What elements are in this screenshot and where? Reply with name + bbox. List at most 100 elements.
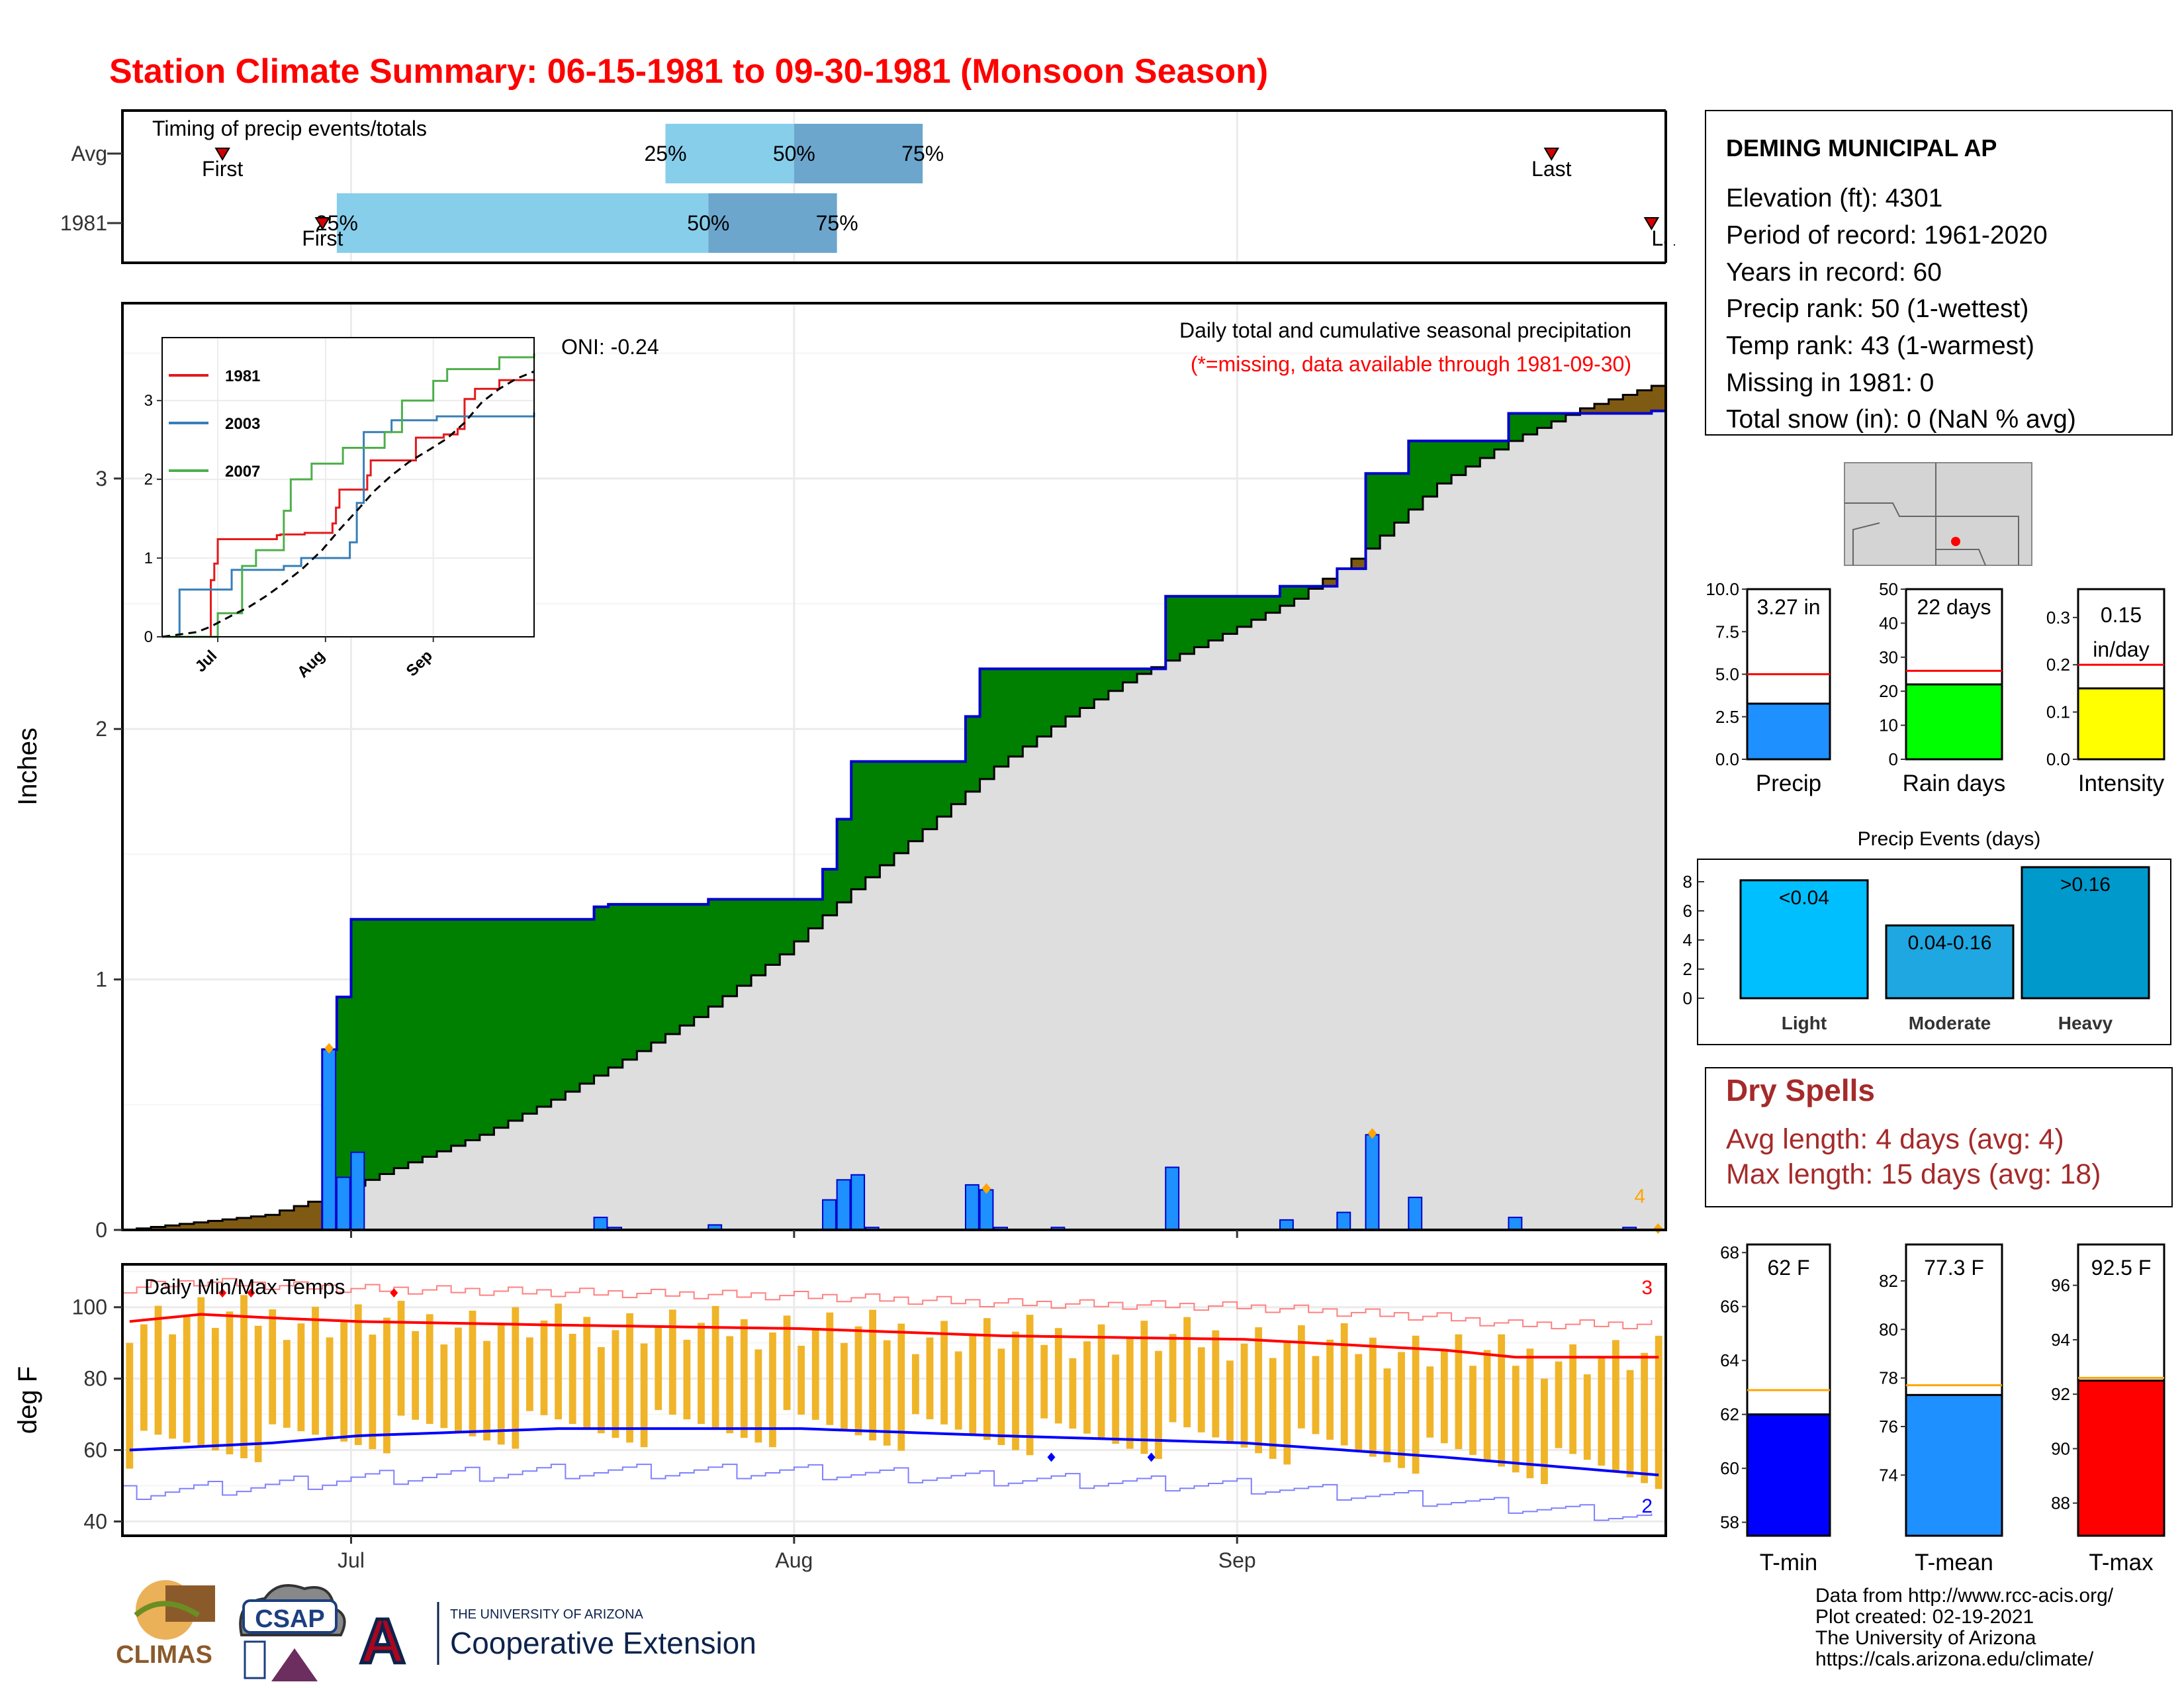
daily-temp-range-bar-106 <box>1641 1352 1649 1483</box>
events-range-label-1: 0.04-0.16 <box>1908 932 1992 954</box>
daily-temp-range-bar-58 <box>954 1351 962 1430</box>
timing-first-marker-icon-0 <box>214 148 230 161</box>
timing-q50-label-0: 50% <box>773 142 815 165</box>
dry-spells-box: Dry Spells Avg length: 4 days (avg: 4) M… <box>1705 1067 2173 1207</box>
precip-ytick-label-3: 3 <box>95 467 107 491</box>
summary-ytick-label-0-0: 0.0 <box>1715 749 1739 769</box>
timing-last-marker-icon-1 <box>1643 217 1660 230</box>
daily-temp-range-bar-23 <box>455 1327 462 1432</box>
temp-summary-ytick-label-2-1: 90 <box>2051 1438 2070 1458</box>
inset-background <box>162 338 534 637</box>
precip-panel-frame <box>121 302 1667 1231</box>
events-range-label-0: <0.04 <box>1779 887 1829 909</box>
timing-q50-label-1: 50% <box>687 211 729 235</box>
oni-value: ONI: -0.24 <box>561 335 659 359</box>
inset-line-2003 <box>162 412 535 638</box>
summary-ytick-label-2-2: 0.2 <box>2046 655 2070 675</box>
daily-temp-range-bar-60 <box>983 1318 991 1440</box>
daily-temp-range-bar-1 <box>140 1324 148 1431</box>
precip-ytick-label-2: 2 <box>95 717 107 741</box>
daily-temp-range-bar-29 <box>540 1320 548 1415</box>
daily-temp-range-bar-68 <box>1097 1324 1105 1439</box>
station-period: Period of record: 1961-2020 <box>1726 221 2048 250</box>
temp-summary-value-label-0: 62 F <box>1767 1256 1809 1280</box>
daily-temp-range-bar-32 <box>583 1317 591 1429</box>
daily-temp-range-bar-13 <box>312 1307 319 1435</box>
timing-first-label-1: First <box>302 226 343 250</box>
temp-y-axis: 40 60 80 100 <box>72 1295 122 1533</box>
missing-days-count: 4 <box>1634 1186 1645 1207</box>
inset-series-lines <box>161 353 535 638</box>
daily-precip-bar-8 <box>836 1179 851 1231</box>
summary-value-label2-2: in/day <box>2093 637 2149 661</box>
daily-temp-range-bar-48 <box>811 1329 819 1420</box>
daily-temp-range-bar-22 <box>440 1344 448 1429</box>
daily-temp-range-bar-85 <box>1340 1323 1348 1446</box>
daily-temp-range-bar-7 <box>226 1311 234 1454</box>
summary-ytick-label-0-2: 5.0 <box>1715 665 1739 684</box>
dry-spells-title: Dry Spells <box>1726 1073 1875 1107</box>
daily-temp-range-bar-27 <box>512 1307 520 1449</box>
climas-logo: CLIMAS <box>116 1580 215 1669</box>
daily-temp-range-bar-21 <box>426 1314 433 1425</box>
daily-temp-range-bar-11 <box>283 1340 291 1428</box>
daily-temp-range-bar-0 <box>126 1342 134 1469</box>
daily-temp-range-bar-44 <box>754 1349 762 1443</box>
timing-row-label-avg: Avg <box>71 142 107 165</box>
record-high-marker-icon-1 <box>247 1288 255 1298</box>
daily-temp-range-bar-81 <box>1283 1341 1291 1465</box>
events-category-label-1: Moderate <box>1909 1013 1991 1033</box>
summary-value-bar-0 <box>1746 702 1831 761</box>
daily-temp-range-bar-70 <box>1126 1337 1134 1449</box>
temp-summary-ytick-label-2-4: 96 <box>2051 1276 2070 1295</box>
daily-temp-range-bar-78 <box>1240 1343 1248 1448</box>
temp-summary-ytick-label-1-3: 80 <box>1879 1319 1898 1339</box>
daily-temp-range-bar-62 <box>1012 1331 1019 1450</box>
map-frame <box>1844 462 2032 566</box>
daily-temp-range-bar-61 <box>997 1348 1005 1445</box>
timing-q50-q75-bar-1 <box>708 193 837 253</box>
record-low-marker-icon-0 <box>1047 1452 1056 1462</box>
map-state-borders <box>1844 463 1936 517</box>
temp-summary-category-label-0: T-min <box>1760 1550 1818 1575</box>
daily-temp-range-bar-79 <box>1255 1327 1263 1454</box>
station-name: DEMING MUNICIPAL AP <box>1726 134 1997 162</box>
summary-ytick-label-2-0: 0.0 <box>2046 749 2070 769</box>
temp-title: Daily Min/Max Temps <box>144 1275 345 1299</box>
daily-precip-bar-0 <box>322 1049 337 1231</box>
daily-temp-range-bar-46 <box>783 1315 791 1411</box>
daily-temp-range-bar-35 <box>626 1313 633 1443</box>
inset-line-1981 <box>162 379 535 638</box>
record-low-count: 2 <box>1641 1495 1653 1517</box>
daily-temp-range-bar-12 <box>297 1323 305 1432</box>
temp-ytick-label-3: 100 <box>72 1295 107 1319</box>
inset-ytick-label-1: 1 <box>144 549 153 567</box>
timing-last-marker-icon-0 <box>1543 148 1560 161</box>
daily-temp-range-bar-18 <box>383 1317 390 1454</box>
daily-temp-range-bar-28 <box>525 1337 533 1411</box>
daily-temp-range-bar-63 <box>1026 1315 1034 1456</box>
temp-ytick-label-1: 60 <box>83 1438 107 1462</box>
events-category-label-2: Heavy <box>2058 1013 2113 1033</box>
daily-precip-bar-18 <box>1365 1134 1380 1231</box>
daily-temp-range-bar-80 <box>1269 1358 1277 1459</box>
daily-temp-range-bar-24 <box>469 1310 477 1436</box>
credit-website: https://cals.arizona.edu/climate/ <box>1815 1648 2094 1670</box>
record-high-marker-icon-2 <box>390 1288 398 1298</box>
timing-q25-q50-bar-1 <box>336 193 709 253</box>
daily-temp-range-bar-88 <box>1383 1368 1391 1463</box>
daily-temp-range-bar-84 <box>1326 1339 1334 1440</box>
timing-first-label-0: First <box>202 157 243 181</box>
daily-temp-range-bar-52 <box>869 1309 877 1441</box>
daily-temp-range-bar-77 <box>1226 1360 1234 1443</box>
daily-precip-bar-11 <box>964 1184 979 1231</box>
inset-legend: 1981 2003 2007 <box>169 367 260 481</box>
csap-logo-bars-icon <box>244 1640 266 1679</box>
events-category-label-0: Light <box>1782 1013 1827 1033</box>
inset-ytick-label-2: 2 <box>144 471 153 489</box>
daily-temp-range-bar-43 <box>740 1319 748 1438</box>
daily-temp-range-bar-45 <box>769 1332 776 1448</box>
daily-temp-range-bar-89 <box>1398 1352 1405 1468</box>
missing-data-marker-icon-0 <box>324 1043 334 1054</box>
summary-category-label-0: Precip <box>1756 771 1821 796</box>
